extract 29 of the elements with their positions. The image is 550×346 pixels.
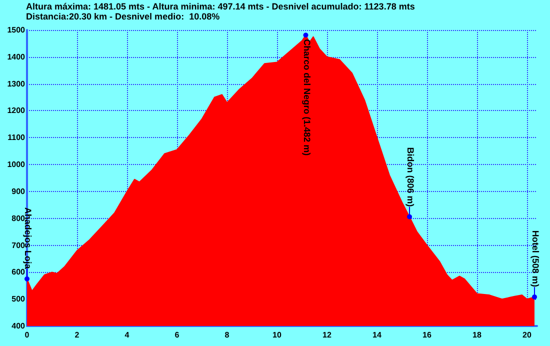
x-tick-label: 12: [322, 330, 332, 340]
x-tick-label: 10: [272, 330, 282, 340]
x-tick-label: 20: [522, 330, 532, 340]
annotation: Charco del Negro (1.482 m): [302, 39, 312, 156]
y-tick-label: 1100: [8, 133, 26, 142]
x-tick-label: 0: [24, 330, 30, 340]
y-tick-label: 500: [12, 294, 26, 304]
x-tick-label: 4: [124, 330, 130, 340]
x-tick-label: 16: [422, 330, 432, 340]
y-tick-label: 700: [12, 240, 26, 250]
x-tick-label: 8: [224, 330, 230, 340]
chart-title: Altura máxima: 1481.05 mts - Altura minima: 497.14 mts - Desnivel acumulado: 1123.78 mts: [26, 2, 415, 12]
y-tick-label: 1400: [7, 52, 26, 62]
y-tick-label: 1000: [7, 160, 26, 170]
y-tick-label: 400: [12, 322, 26, 330]
x-tick-label: 2: [74, 330, 80, 340]
y-tick-label: 800: [12, 214, 26, 223]
y-tick-label: 600: [12, 268, 26, 277]
y-tick-label: 1200: [7, 106, 26, 116]
x-tick-label: 14: [372, 330, 382, 340]
chart-subtitle: Distancia:20.30 km - Desnivel medio: 10.08%: [26, 12, 220, 22]
x-tick-label: 18: [472, 330, 482, 340]
y-tick-label: 1300: [7, 79, 26, 88]
x-tick-label: 6: [174, 330, 180, 340]
annotation: Hotel (508 m): [530, 230, 540, 287]
y-tick-label: 1500: [7, 26, 26, 34]
annotation: Bidon (806 m): [406, 147, 416, 207]
y-tick-label: 900: [12, 186, 26, 196]
annotation: Ahadejos Loja: [23, 207, 33, 270]
